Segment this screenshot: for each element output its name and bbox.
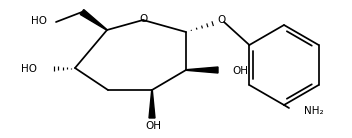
Text: HO: HO xyxy=(31,16,47,26)
Polygon shape xyxy=(80,10,107,30)
Text: OH: OH xyxy=(232,66,248,76)
Polygon shape xyxy=(186,67,218,73)
Text: HO: HO xyxy=(21,64,37,74)
Text: O: O xyxy=(140,14,148,24)
Text: OH: OH xyxy=(145,121,161,131)
Polygon shape xyxy=(149,90,155,118)
Text: NH₂: NH₂ xyxy=(304,106,323,116)
Text: O: O xyxy=(218,15,226,25)
